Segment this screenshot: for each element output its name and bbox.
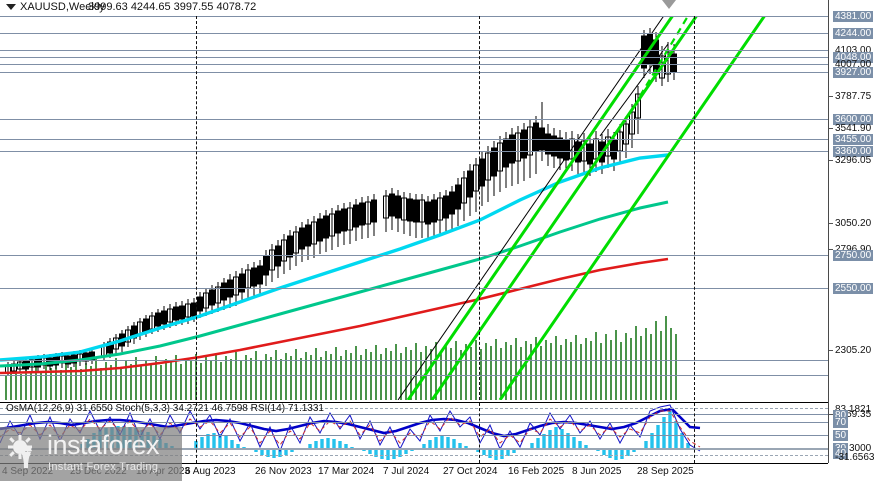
price-label: 3541.90 [835, 123, 872, 134]
price-label: 3360.00 [833, 146, 874, 157]
indicator-axis-label: 80 [833, 410, 849, 421]
price-label: 3455.00 [833, 134, 874, 145]
ohlc-values: 3999.63 4244.65 3997.55 4078.72 [88, 1, 257, 13]
indicator-level-70 [0, 422, 828, 423]
price-label: 4048.00 [833, 52, 874, 63]
gridline [0, 33, 828, 34]
price-label: 3600.00 [833, 114, 874, 125]
gridline [0, 288, 828, 289]
price-label: 2550.00 [833, 283, 874, 294]
price-label: 4103.00 [835, 45, 872, 56]
price-label: 4007.00 [835, 59, 872, 70]
channel-line-lower [430, 16, 699, 400]
price-label: 4381.00 [833, 11, 874, 22]
date-tick: 27 Oct 2024 [443, 466, 498, 477]
gridline [0, 50, 828, 51]
indicator-values-label: OsMA(12,26,9) 31.6550 Stoch(5,3,3) 34.27… [6, 403, 324, 414]
vertical-separator [196, 403, 197, 463]
indicator-axis-label: 3000 [849, 443, 872, 454]
instaforex-logo-icon [8, 435, 32, 468]
vertical-separator [479, 16, 480, 400]
indicator-level-80 [0, 408, 828, 409]
ma-mid-line [0, 200, 669, 368]
date-tick: 7 Jul 2024 [383, 466, 430, 477]
gridline [0, 16, 828, 17]
indicator-gridline [0, 414, 828, 415]
date-tick: 17 Mar 2024 [318, 466, 375, 477]
channel-line-upper [406, 16, 675, 400]
watermark-brand: instaforex [47, 430, 160, 460]
price-label: 2305.20 [835, 345, 872, 356]
chart-top-marker-icon [662, 0, 676, 9]
date-tick: 28 Sep 2025 [637, 466, 694, 477]
indicator-axis-label: 83.1821 [835, 404, 872, 415]
ma-fast-line [0, 153, 669, 362]
date-tick: 16 Feb 2025 [508, 466, 565, 477]
gridline [0, 360, 828, 361]
indicator-level-30 [0, 455, 828, 456]
indicator-level-50 [0, 435, 828, 436]
indicator-axis-label: 40 [833, 448, 849, 459]
indicator-axis-label: 50 [833, 430, 849, 441]
gridline [0, 57, 828, 58]
indicator-axis-label: -31.6563 [835, 452, 875, 463]
candlesticks [5, 28, 677, 376]
price-chart-panel[interactable] [0, 16, 828, 400]
price-label: 3050.20 [835, 218, 872, 229]
gridline [0, 72, 828, 73]
price-label: 2796.90 [835, 244, 871, 255]
vertical-separator [479, 403, 480, 463]
chart-header: XAUUSD,Weekly 3999.63 4244.65 3997.55 40… [0, 0, 882, 16]
date-tick: 26 Nov 2023 [255, 466, 312, 477]
vertical-separator [196, 16, 197, 400]
watermark-tagline: Instant Forex Trading [48, 461, 159, 473]
channel-line-outer [498, 16, 767, 400]
indicator-axis-label: 70 [833, 417, 849, 428]
vertical-separator [694, 403, 695, 463]
ma-slow-line [0, 257, 669, 375]
trendline-short [599, 43, 669, 137]
trendline-inner [397, 16, 665, 400]
date-tick: 8 Jun 2025 [572, 466, 622, 477]
watermark: instaforex Instant Forex Trading [0, 427, 182, 481]
price-label: 2059.35 [835, 409, 872, 420]
gridline [0, 375, 828, 376]
vertical-separator [694, 16, 695, 400]
price-label: 3296.05 [835, 155, 872, 166]
gridline [0, 139, 828, 140]
gridline [0, 119, 828, 120]
date-tick: 6 Aug 2023 [185, 466, 236, 477]
price-label: 4244.00 [833, 28, 874, 39]
symbol-label: XAUUSD,Weekly [20, 1, 105, 13]
price-axis[interactable]: 4381.00 4244.00 4103.00 4048.00 4007.00 … [828, 0, 882, 463]
price-series-svg [0, 16, 767, 400]
indicator-zero-line [0, 448, 828, 450]
price-label: 3787.75 [835, 91, 872, 102]
stochastic-d-line [0, 410, 701, 448]
price-label: 2750.00 [833, 250, 874, 261]
chevron-down-icon[interactable] [6, 4, 16, 10]
price-label: 3927.00 [833, 67, 874, 78]
gridline [0, 151, 828, 152]
indicator-panel[interactable] [0, 402, 828, 464]
gridline [0, 64, 828, 65]
gridline [0, 255, 828, 256]
